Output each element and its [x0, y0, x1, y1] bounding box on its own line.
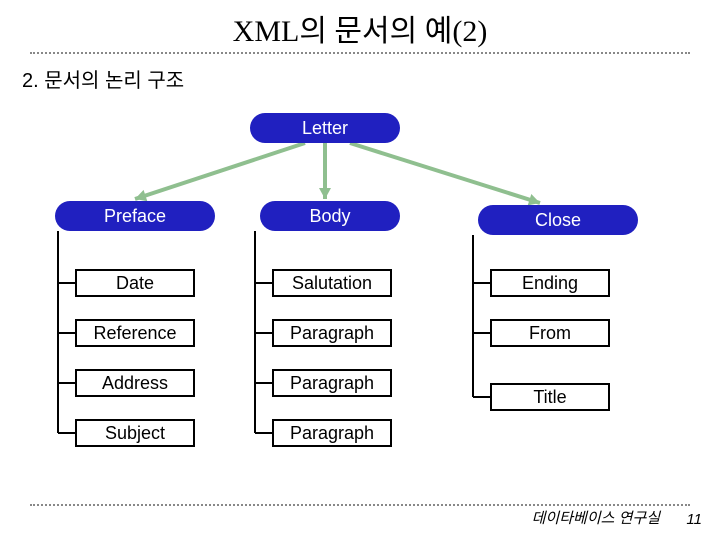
diagram-canvas: Letter Preface Body Close Date Reference Addre…	[0, 103, 720, 483]
node-preface: Preface	[55, 201, 215, 231]
node-title_box: Title	[490, 383, 610, 411]
divider-bottom	[30, 504, 690, 506]
node-reference: Reference	[75, 319, 195, 347]
node-body: Body	[260, 201, 400, 231]
node-close: Close	[478, 205, 638, 235]
node-from: From	[490, 319, 610, 347]
node-address: Address	[75, 369, 195, 397]
node-date: Date	[75, 269, 195, 297]
page-number: 11	[686, 511, 702, 528]
slide-subtitle: 2. 문서의 논리 구조	[22, 64, 720, 93]
node-subject: Subject	[75, 419, 195, 447]
divider-top	[30, 52, 690, 54]
node-ending: Ending	[490, 269, 610, 297]
node-paragraph2: Paragraph	[272, 369, 392, 397]
node-paragraph3: Paragraph	[272, 419, 392, 447]
node-paragraph1: Paragraph	[272, 319, 392, 347]
footer-label: 데이타베이스 연구실	[532, 507, 660, 528]
slide-title: XML의 문서의 예(2)	[0, 0, 720, 50]
node-salutation: Salutation	[272, 269, 392, 297]
node-letter: Letter	[250, 113, 400, 143]
